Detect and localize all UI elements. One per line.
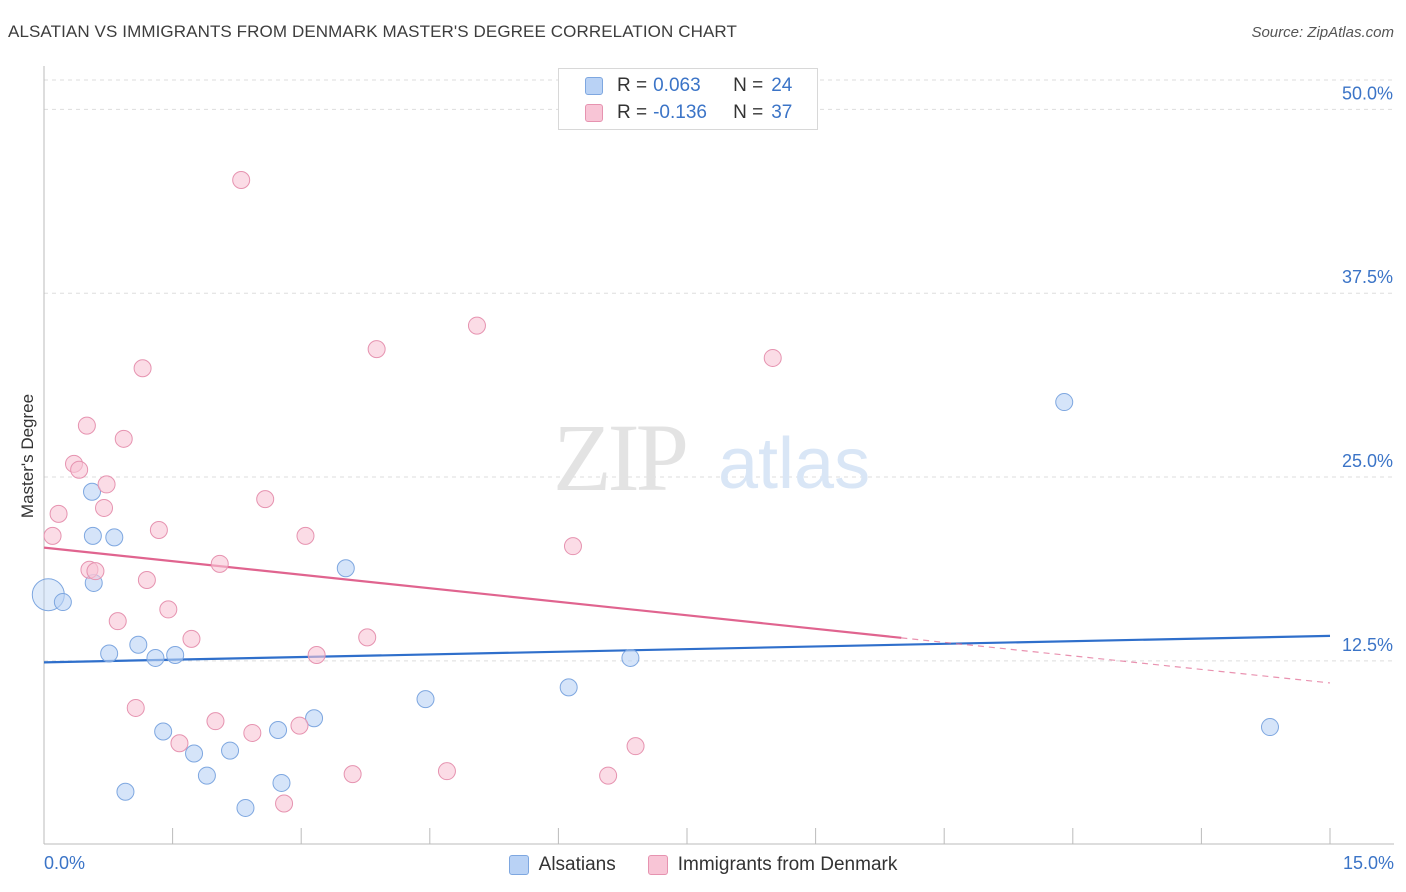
pink-swatch-icon — [585, 104, 603, 122]
data-point-blue — [83, 526, 102, 545]
data-point-blue — [105, 528, 124, 547]
data-point-pink — [43, 526, 62, 545]
r-value: 0.063 — [653, 75, 701, 96]
data-point-blue — [269, 721, 288, 739]
data-point-pink — [210, 554, 229, 573]
watermark-zip: ZIP — [553, 404, 686, 511]
data-point-pink — [626, 737, 645, 756]
data-point-pink — [97, 475, 116, 494]
data-point-pink — [290, 716, 309, 735]
data-point-pink — [159, 600, 178, 619]
data-point-blue — [185, 744, 204, 763]
data-point-blue — [1260, 718, 1279, 737]
trend-line-pink-dashed — [901, 637, 1331, 684]
data-point-pink — [367, 340, 386, 359]
n-value: 37 — [771, 102, 793, 123]
data-point-blue — [236, 798, 255, 817]
x-tick-label-min: 0.0% — [44, 853, 85, 873]
data-point-pink — [126, 698, 145, 717]
blue-swatch-icon — [585, 77, 603, 95]
data-point-pink — [275, 794, 294, 813]
data-point-blue — [129, 635, 148, 654]
stats-legend: R = 0.063 N = 24 R = -0.136 N = 37 — [558, 68, 818, 130]
data-point-pink — [133, 359, 152, 378]
pink-swatch-icon — [647, 855, 668, 875]
legend-label-denmark: Immigrants from Denmark — [677, 854, 898, 875]
data-point-blue — [53, 593, 72, 612]
y-tick-label: 12.5% — [1342, 635, 1393, 655]
blue-swatch-icon — [508, 855, 529, 875]
data-point-blue — [1055, 393, 1074, 412]
n-value: 24 — [771, 75, 793, 96]
data-point-pink — [86, 562, 105, 581]
data-point-pink — [763, 348, 782, 367]
tick-labels: 0.0% 15.0% 12.5% 25.0% 37.5% 50.0% — [44, 83, 1394, 873]
y-axis-label: Master's Degree — [18, 393, 37, 519]
data-point-blue — [621, 648, 640, 667]
n-label: N = — [733, 75, 764, 96]
data-point-pink — [114, 429, 133, 448]
data-point-blue — [166, 646, 185, 664]
watermark: ZIP atlas — [553, 404, 870, 511]
chart-title: ALSATIAN VS IMMIGRANTS FROM DENMARK MAST… — [8, 22, 737, 41]
data-point-pink — [563, 537, 582, 556]
r-label: R = — [617, 102, 648, 123]
data-point-pink — [256, 490, 275, 509]
data-point-pink — [599, 766, 618, 785]
data-point-blue — [221, 741, 240, 760]
trend-line-pink — [43, 546, 902, 639]
y-tick-label: 50.0% — [1342, 83, 1393, 103]
axes — [43, 66, 1394, 845]
legend-item-alsatians[interactable]: Alsatians — [508, 854, 616, 876]
data-point-blue — [336, 559, 355, 578]
data-point-blue — [305, 709, 324, 728]
data-point-pink — [137, 571, 156, 589]
data-point-blue — [100, 644, 119, 663]
data-point-pink — [170, 734, 189, 753]
data-point-pink — [343, 765, 362, 784]
data-point-blue — [416, 690, 435, 709]
data-point-pink — [70, 460, 89, 479]
data-point-pink — [437, 762, 456, 781]
data-point-pink — [358, 628, 377, 647]
legend-label-alsatians: Alsatians — [538, 854, 616, 875]
data-point-pink — [243, 723, 262, 742]
data-point-pink — [467, 316, 486, 335]
trend-lines — [43, 546, 1331, 684]
data-point-pink — [232, 171, 251, 189]
data-points — [31, 171, 1279, 817]
series-legend: Alsatians Immigrants from Denmark — [0, 851, 1406, 879]
data-point-pink — [206, 712, 225, 731]
data-point-pink — [182, 629, 201, 648]
x-tick-label-max: 15.0% — [1343, 853, 1394, 873]
y-tick-label: 25.0% — [1342, 451, 1393, 471]
data-point-pink — [296, 526, 315, 545]
data-point-pink — [108, 612, 127, 631]
data-point-blue — [559, 678, 578, 697]
data-point-blue — [154, 722, 173, 741]
data-point-blue — [116, 782, 135, 801]
n-label: N = — [733, 102, 764, 123]
data-point-pink — [149, 521, 168, 539]
data-point-pink — [95, 498, 114, 517]
data-point-blue — [83, 482, 102, 501]
data-point-pink — [307, 646, 326, 664]
data-point-blue — [197, 766, 216, 785]
legend-item-denmark[interactable]: Immigrants from Denmark — [647, 854, 898, 876]
data-point-pink — [49, 504, 68, 523]
stats-legend-row-alsatians: R = 0.063 N = 24 — [585, 73, 792, 99]
data-point-blue — [146, 648, 165, 667]
grid-lines — [44, 79, 1394, 662]
r-value: -0.136 — [653, 102, 707, 123]
trend-line-blue — [43, 634, 1331, 664]
stats-legend-row-denmark: R = -0.136 N = 37 — [585, 100, 792, 126]
data-point-blue — [272, 773, 291, 792]
data-point-pink — [77, 416, 96, 435]
watermark-atlas: atlas — [718, 424, 870, 504]
source-text: Source: ZipAtlas.com — [1251, 24, 1394, 41]
y-tick-label: 37.5% — [1342, 267, 1393, 287]
r-label: R = — [617, 75, 648, 96]
